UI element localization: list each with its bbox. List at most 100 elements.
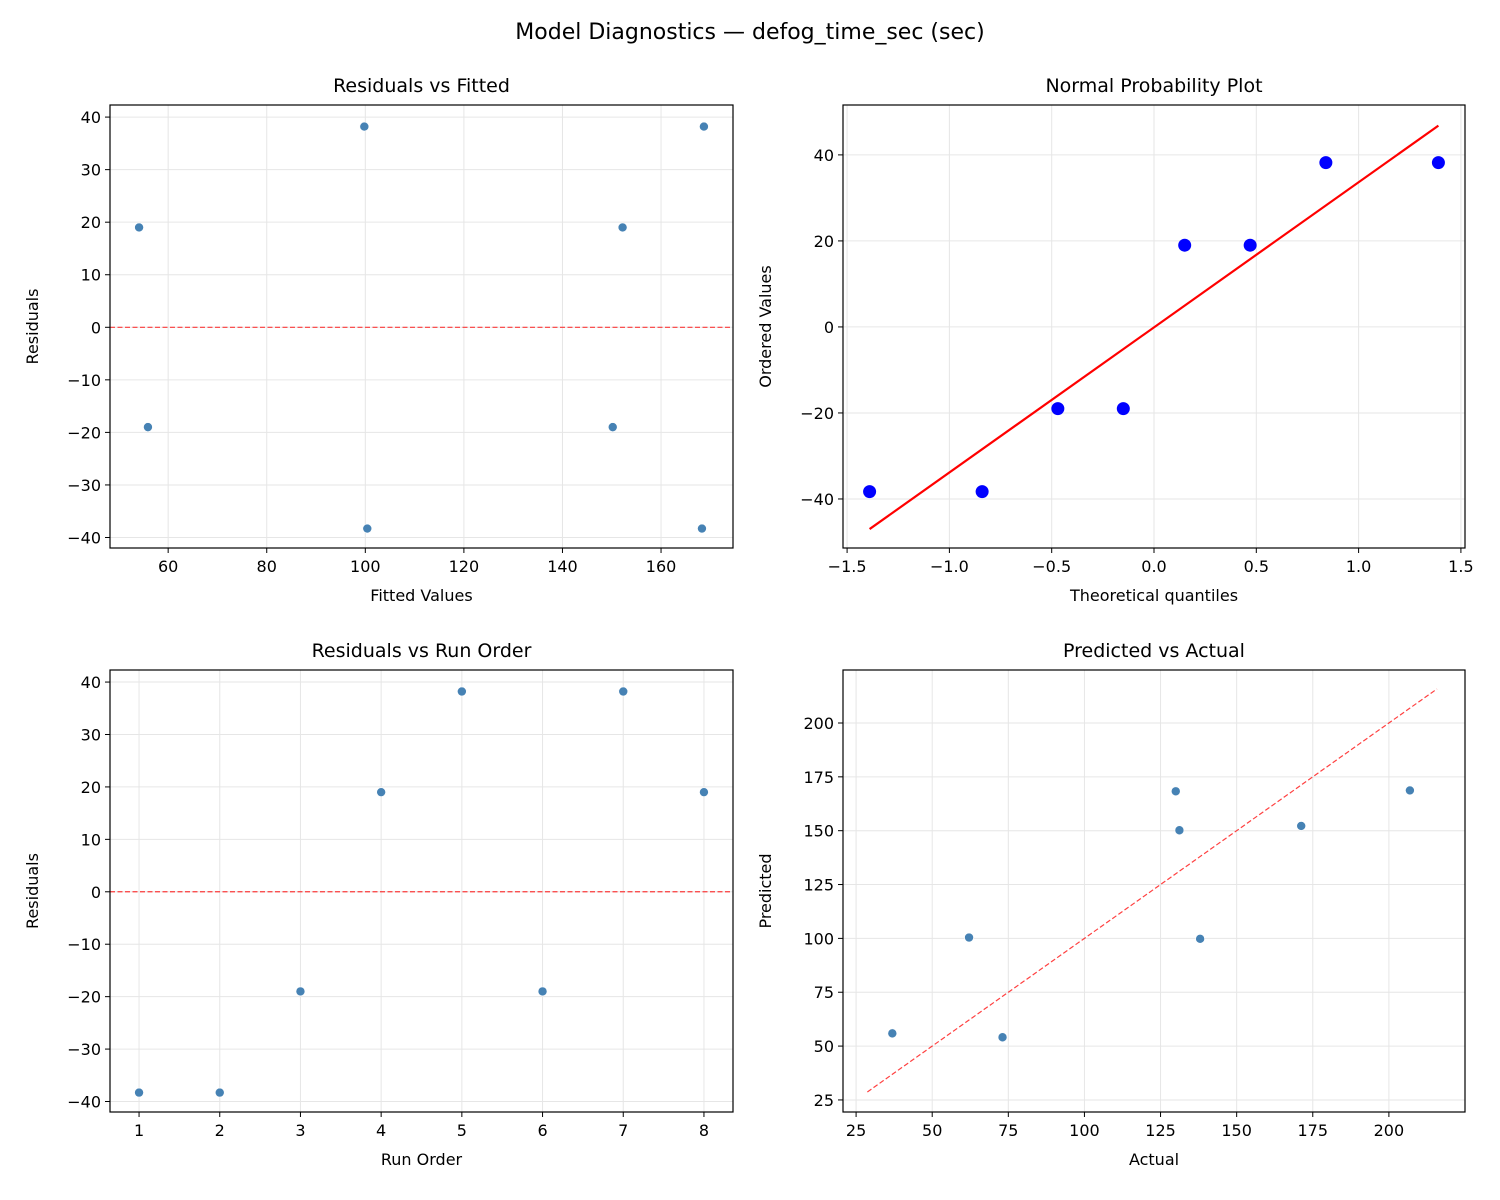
subplot-title: Residuals vs Run Order — [312, 640, 532, 662]
x-tick-label: 60 — [158, 557, 178, 576]
data-point — [1296, 821, 1307, 831]
x-tick-label: 25 — [846, 1121, 866, 1140]
y-tick-label: 150 — [803, 822, 834, 841]
data-point — [134, 222, 144, 233]
x-tick-label: 200 — [1374, 1121, 1405, 1140]
x-axis-label: Actual — [1129, 1150, 1179, 1169]
x-tick-label: 125 — [1145, 1121, 1176, 1140]
y-tick-label: −40 — [67, 1093, 101, 1112]
figure-title: Model Diagnostics — defog_time_sec (sec) — [515, 20, 985, 45]
x-tick-label: −1.5 — [828, 557, 867, 576]
data-point — [1170, 786, 1181, 797]
x-axis-label: Fitted Values — [370, 586, 472, 605]
x-tick-label: 6 — [537, 1121, 547, 1140]
x-axis-label: Theoretical quantiles — [1069, 586, 1238, 605]
data-point — [1243, 238, 1257, 252]
y-tick-label: 100 — [803, 929, 834, 948]
y-tick-label: 125 — [803, 876, 834, 895]
y-tick-label: −20 — [800, 404, 834, 423]
axes-frame — [842, 104, 1466, 549]
axes-frame — [109, 104, 734, 549]
subplot-title: Normal Probability Plot — [1045, 75, 1262, 97]
y-axis-label: Predicted — [756, 853, 775, 928]
y-tick-label: 0 — [824, 318, 834, 337]
y-tick-label: 30 — [81, 725, 101, 744]
y-tick-label: 25 — [814, 1091, 834, 1110]
subplot-4: 25 50 75 100 125 150 175 200 25 50 75 100 125 150 175 2… — [756, 640, 1466, 1169]
data-point — [362, 523, 373, 534]
x-axis-label: Run Order — [381, 1150, 463, 1169]
identity-line — [867, 688, 1438, 1093]
data-point — [699, 787, 709, 797]
x-tick-label: 175 — [1297, 1121, 1328, 1140]
x-tick-label: 50 — [922, 1121, 942, 1140]
x-tick-label: 100 — [1069, 1121, 1100, 1140]
y-tick-label: 20 — [814, 232, 834, 251]
y-tick-label: −10 — [67, 371, 101, 390]
data-point — [359, 121, 370, 132]
y-tick-label: −30 — [67, 1040, 101, 1059]
subplot-title: Predicted vs Actual — [1063, 640, 1245, 662]
data-point — [134, 1087, 144, 1098]
y-tick-label: −40 — [800, 490, 834, 509]
data-point — [863, 485, 877, 499]
y-tick-label: −10 — [67, 935, 101, 954]
data-point — [1051, 402, 1065, 416]
data-point — [1319, 156, 1333, 170]
y-tick-label: 20 — [81, 213, 101, 232]
x-tick-label: 1 — [134, 1121, 144, 1140]
y-tick-label: −40 — [67, 528, 101, 547]
y-tick-label: 30 — [81, 161, 101, 180]
data-point — [618, 686, 629, 697]
y-tick-label: 10 — [81, 830, 101, 849]
data-point — [1195, 934, 1205, 944]
y-tick-label: 40 — [81, 108, 101, 127]
x-tick-label: 140 — [547, 557, 578, 576]
subplot-3: 1 2 3 4 5 6 7 8 −40 −30 −20 −10 0 10 20 30 40 Residuals v… — [23, 640, 734, 1169]
x-tick-label: 7 — [618, 1121, 628, 1140]
data-point — [143, 422, 153, 432]
data-point — [1431, 156, 1445, 170]
data-point — [537, 986, 548, 997]
y-tick-label: 40 — [81, 673, 101, 692]
data-point — [699, 121, 709, 132]
data-point — [1116, 402, 1130, 416]
data-point — [1174, 825, 1185, 836]
data-point — [975, 485, 989, 499]
y-tick-label: −30 — [67, 476, 101, 495]
data-point — [607, 422, 618, 432]
axes-frame — [109, 669, 734, 1113]
subplot-1: 60 80 100 120 140 160 −40 −30 −20 −10 0 10 20 30 40 Res… — [23, 75, 734, 605]
x-tick-label: 100 — [350, 557, 381, 576]
data-point — [887, 1028, 898, 1039]
y-tick-label: −20 — [67, 988, 101, 1007]
y-tick-label: 0 — [91, 883, 101, 902]
data-point — [295, 986, 306, 997]
x-tick-label: 4 — [376, 1121, 386, 1140]
data-point — [457, 686, 467, 697]
y-tick-label: 10 — [81, 266, 101, 285]
x-tick-label: −1.0 — [930, 557, 969, 576]
x-tick-label: 1.5 — [1448, 557, 1473, 576]
x-tick-label: 5 — [457, 1121, 467, 1140]
y-tick-label: 200 — [803, 714, 834, 733]
y-tick-label: 175 — [803, 768, 834, 787]
x-tick-label: −0.5 — [1032, 557, 1071, 576]
data-point — [376, 787, 386, 797]
x-tick-label: 0.5 — [1244, 557, 1269, 576]
y-tick-label: 75 — [814, 983, 834, 1002]
data-point — [1405, 785, 1415, 796]
data-point — [617, 222, 628, 233]
y-tick-label: −20 — [67, 423, 101, 442]
y-axis-label: Residuals — [23, 289, 42, 365]
x-tick-label: 0.0 — [1141, 557, 1166, 576]
y-tick-label: 0 — [91, 318, 101, 337]
x-tick-label: 3 — [295, 1121, 305, 1140]
data-point — [214, 1087, 225, 1098]
x-tick-label: 80 — [257, 557, 277, 576]
axes-frame — [842, 669, 1466, 1113]
y-tick-label: 20 — [81, 778, 101, 797]
x-tick-label: 75 — [998, 1121, 1018, 1140]
